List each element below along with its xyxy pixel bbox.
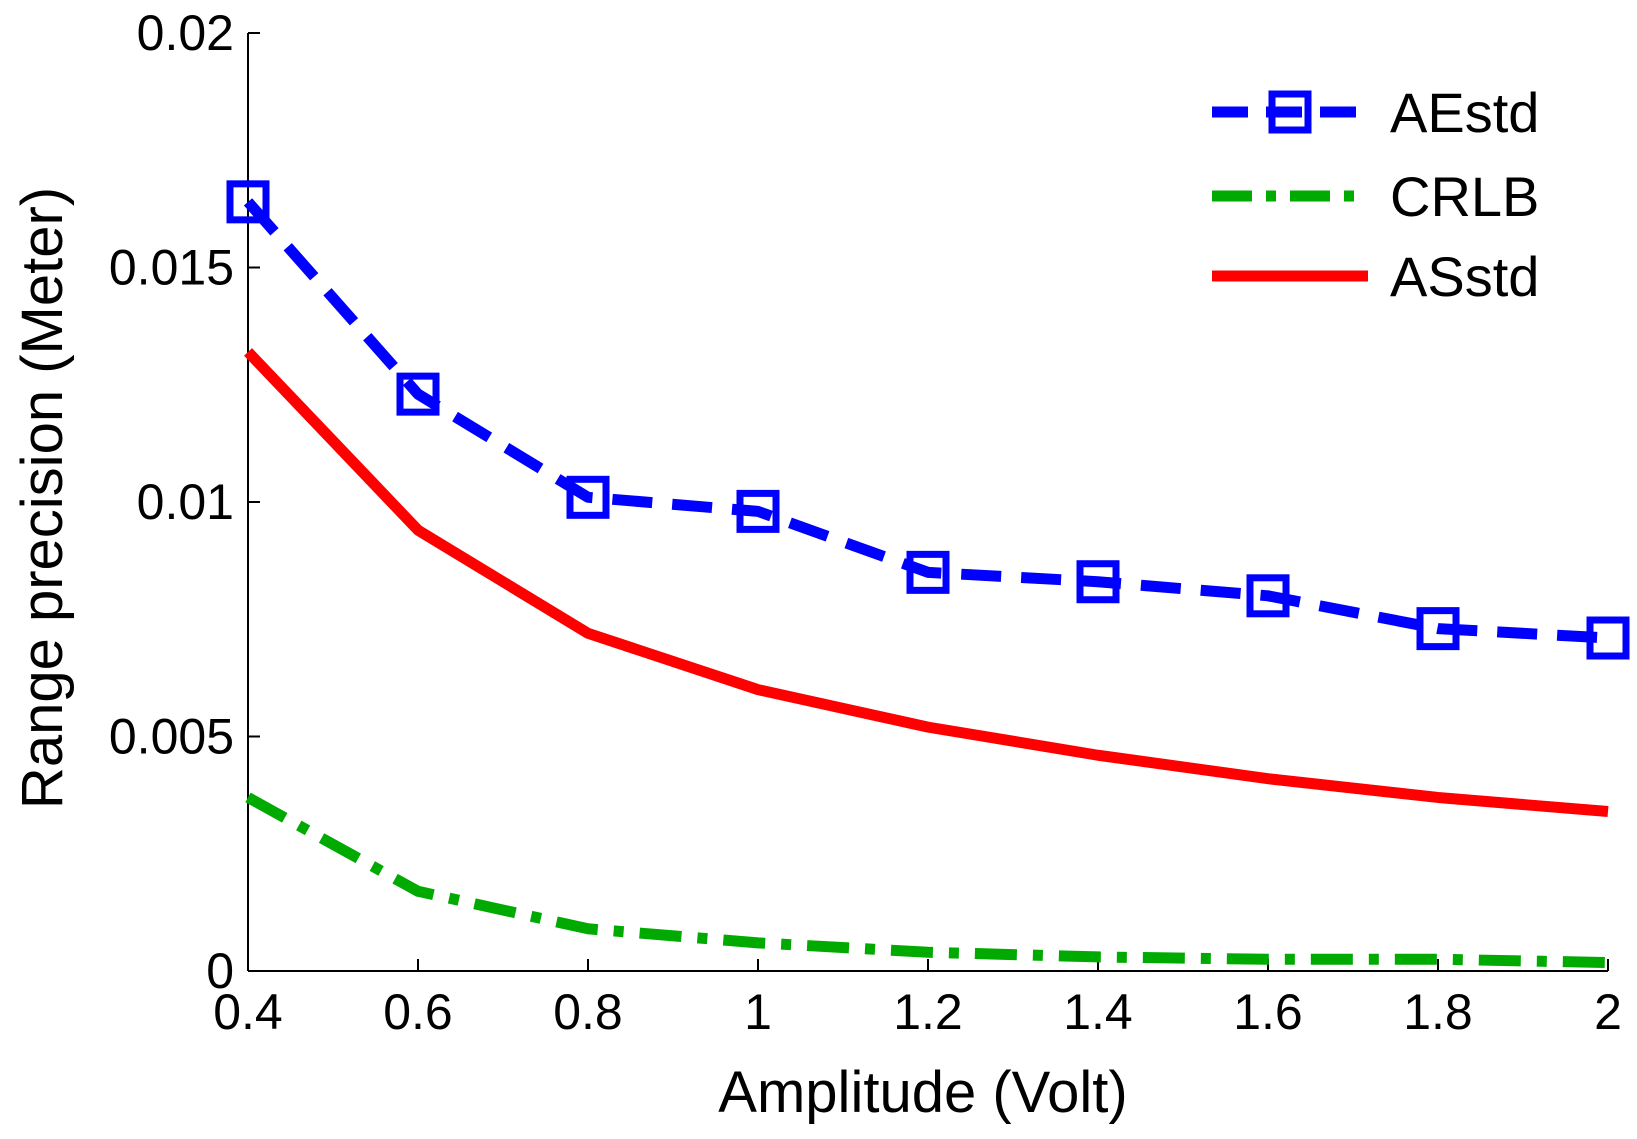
y-tick-label: 0 <box>206 943 234 999</box>
x-tick-label: 1.2 <box>893 984 963 1040</box>
data-point-aestd <box>906 550 950 594</box>
legend-label-asstd: ASstd <box>1390 245 1539 308</box>
y-tick-label: 0.015 <box>109 240 234 296</box>
legend-label-crlb: CRLB <box>1390 165 1539 228</box>
legend-label-aestd: AEstd <box>1390 81 1539 144</box>
y-tick-label: 0.01 <box>137 474 234 530</box>
series-line-aestd <box>243 198 1609 644</box>
data-point-aestd <box>1586 616 1630 660</box>
x-tick-label: 0.8 <box>553 984 623 1040</box>
y-tick-label: 0.02 <box>137 5 234 61</box>
axes: 0.4 0.6 0.8 1 1.2 1.4 1.6 1.8 2 0 0.005 0.01 0.015 0.… <box>109 5 1622 1040</box>
x-tick-label: 0.6 <box>383 984 453 1040</box>
x-tick-label: 1.6 <box>1233 984 1303 1040</box>
x-axis-title: Amplitude (Volt) <box>718 1060 1127 1125</box>
data-point-aestd <box>736 489 780 533</box>
x-tick-label: 2 <box>1594 984 1622 1040</box>
data-point-aestd <box>1076 560 1120 604</box>
data-point-aestd <box>226 180 270 224</box>
y-axis-title: Range precision (Meter) <box>10 187 75 809</box>
series-crlb <box>245 792 1609 969</box>
y-tick-label: 0.005 <box>109 709 234 765</box>
legend-entry-crlb: CRLB <box>1212 165 1539 228</box>
series-line-asstd <box>244 348 1609 818</box>
series-aestd <box>226 180 1630 660</box>
x-tick-label: 1 <box>744 984 772 1040</box>
series-asstd <box>244 348 1609 818</box>
x-tick-label: 0.4 <box>213 984 283 1040</box>
x-tick-label: 1.8 <box>1403 984 1473 1040</box>
series-line-crlb <box>245 792 1609 969</box>
legend: AEstd CRLB ASstd <box>1212 81 1539 308</box>
legend-entry-asstd: ASstd <box>1212 245 1539 308</box>
series-layer <box>226 180 1630 969</box>
data-point-aestd <box>1246 574 1290 618</box>
legend-entry-aestd: AEstd <box>1212 81 1539 144</box>
data-point-aestd <box>396 372 440 416</box>
data-point-aestd <box>1416 607 1460 651</box>
x-tick-label: 1.4 <box>1063 984 1133 1040</box>
legend-marker-aestd <box>1268 90 1312 134</box>
data-point-aestd <box>566 475 610 519</box>
